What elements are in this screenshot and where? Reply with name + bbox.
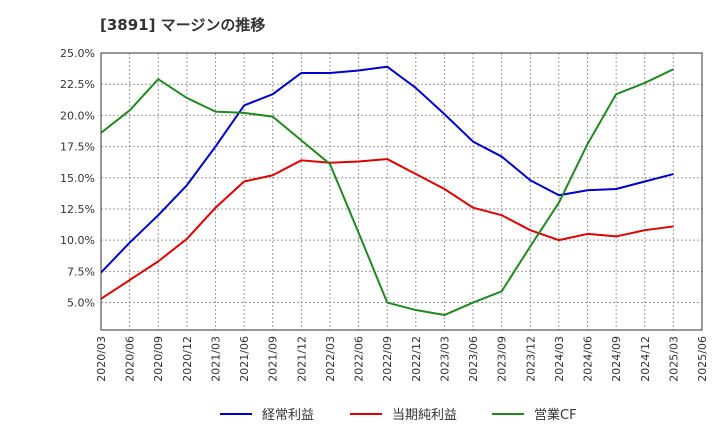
x-tick-label: 2023/09 xyxy=(496,336,509,382)
x-tick-label: 2020/03 xyxy=(95,336,108,382)
y-tick-label: 25.0% xyxy=(60,47,95,60)
series-lines xyxy=(100,65,674,317)
x-tick-label: 2023/03 xyxy=(438,336,451,382)
y-tick-label: 20.0% xyxy=(60,109,95,122)
y-tick-label: 15.0% xyxy=(60,172,95,185)
y-tick-label: 22.5% xyxy=(60,78,95,91)
x-tick-label: 2020/09 xyxy=(152,336,165,382)
x-tick-label: 2024/12 xyxy=(639,336,652,382)
y-tick-label: 12.5% xyxy=(60,203,95,216)
legend-label-2: 当期純利益 xyxy=(392,408,457,423)
y-tick-label: 17.5% xyxy=(60,141,95,154)
x-tick-label: 2023/06 xyxy=(467,336,480,382)
x-tick-label: 2022/12 xyxy=(410,336,423,382)
chart-title: [3891] マージンの推移 xyxy=(100,16,266,34)
x-tick-label: 2021/09 xyxy=(267,336,280,382)
series-line-2 xyxy=(100,158,674,300)
series-line-3 xyxy=(100,68,674,317)
plot-frame xyxy=(100,52,703,331)
x-tick-label: 2025/06 xyxy=(696,336,709,382)
x-tick-label: 2020/06 xyxy=(124,336,137,382)
legend: 経常利益 当期純利益 営業CF xyxy=(220,407,577,423)
x-tick-label: 2022/06 xyxy=(353,336,366,382)
y-axis-ticks: 5.0% 7.5% 10.0% 12.5% 15.0% 17.5% 20.0% 22.5% 25… xyxy=(60,47,95,310)
x-axis-ticks: 2020/03 2020/06 2020/09 2020/12 2021/03 2021/… xyxy=(95,336,709,382)
x-tick-label: 2020/12 xyxy=(181,336,194,382)
x-tick-label: 2022/09 xyxy=(381,336,394,382)
x-tick-label: 2021/06 xyxy=(238,336,251,382)
x-tick-label: 2025/03 xyxy=(667,336,680,382)
x-tick-label: 2024/06 xyxy=(582,336,595,382)
y-tick-label: 7.5% xyxy=(67,265,95,278)
x-tick-label: 2024/09 xyxy=(610,336,623,382)
grid xyxy=(101,52,702,330)
y-tick-label: 10.0% xyxy=(60,234,95,247)
x-tick-label: 2021/12 xyxy=(295,336,308,382)
series-line-1 xyxy=(100,65,674,274)
x-tick-label: 2022/03 xyxy=(324,336,337,382)
legend-label-1: 経常利益 xyxy=(262,408,314,423)
x-tick-label: 2024/03 xyxy=(553,336,566,382)
y-tick-label: 5.0% xyxy=(67,297,95,310)
x-tick-label: 2021/03 xyxy=(209,336,222,382)
x-tick-label: 2023/12 xyxy=(524,336,537,382)
legend-label-3: 営業CF xyxy=(534,407,577,423)
